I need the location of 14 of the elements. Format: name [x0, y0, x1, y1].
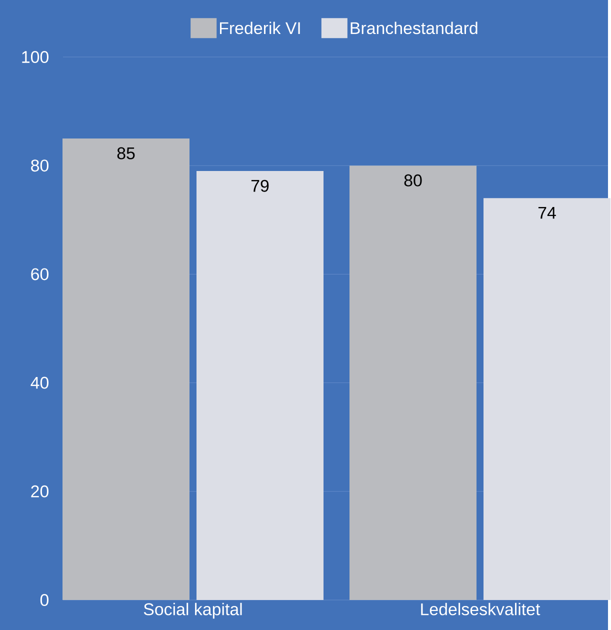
y-tick-label: 100: [22, 50, 49, 63]
legend-label: Branchestandard: [351, 22, 478, 34]
legend-label: Frederik VI: [220, 22, 300, 34]
x-tick-label: Social kapital: [144, 602, 242, 619]
data-label: 85: [118, 147, 135, 160]
y-tick-label: 60: [31, 268, 49, 280]
data-label: 74: [538, 207, 556, 219]
data-label: 79: [252, 180, 269, 192]
y-tick-label: 80: [31, 160, 49, 172]
data-label: 80: [404, 174, 422, 186]
y-tick-label: 40: [30, 376, 49, 389]
y-tick-label: 0: [40, 594, 49, 606]
x-tick-label: Ledelseskvalitet: [421, 602, 540, 616]
y-tick-label: 20: [31, 485, 49, 498]
